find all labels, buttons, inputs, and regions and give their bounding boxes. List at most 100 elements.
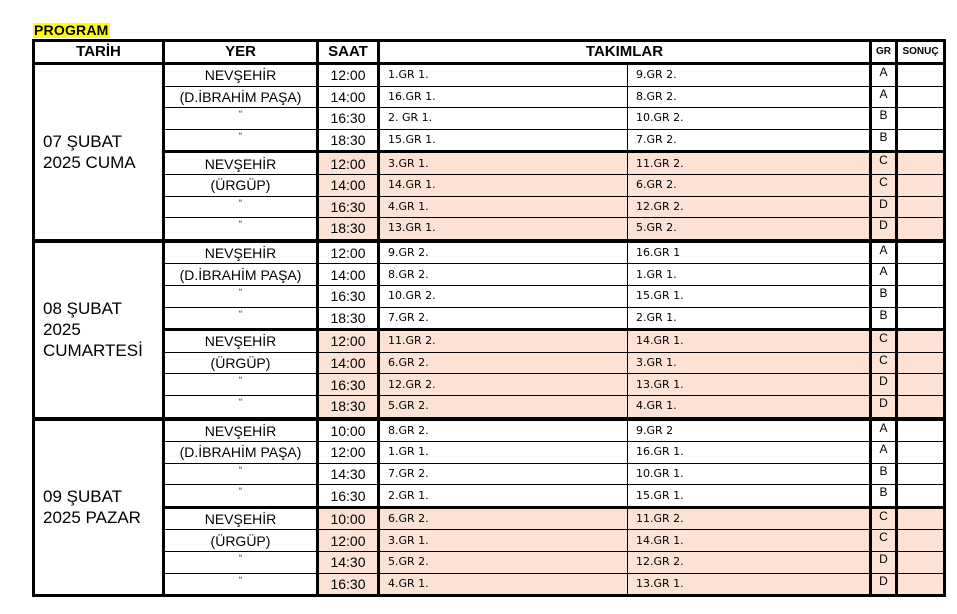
result-cell[interactable] (895, 572, 945, 597)
away-team: 9.GR 2 (627, 416, 871, 443)
result-cell[interactable] (895, 284, 945, 308)
home-team: 4.GR 1. (377, 572, 628, 597)
group-cell: B (869, 306, 897, 331)
away-team: 10.GR 1. (627, 462, 871, 486)
group-cell: C (869, 150, 897, 175)
match-time: 12:00 (316, 238, 379, 265)
match-row: “16:30 4.GR 1. 13.GR 1. D (34, 572, 945, 597)
header-row: TARİH YER SAAT TAKIMLAR GR SONUÇ (32, 40, 945, 65)
result-cell[interactable] (895, 306, 945, 331)
result-cell[interactable] (895, 351, 945, 375)
match-time: 10:00 (316, 416, 379, 443)
home-team: 11.GR 2. (377, 328, 628, 353)
home-team: 5.GR 2. (377, 394, 628, 420)
group-cell: A (869, 263, 897, 286)
result-cell[interactable] (895, 173, 945, 197)
venue-cell: “ (162, 128, 318, 153)
match-date: 08 ŞUBAT 2025 CUMARTESİ (32, 238, 164, 419)
group-cell: A (869, 63, 897, 87)
match-time: 12:00 (316, 63, 379, 87)
venue-cell: “ (162, 217, 318, 242)
venue-cell: NEVŞEHİR (162, 238, 318, 265)
result-cell[interactable] (895, 217, 945, 242)
match-time: 16:30 (316, 107, 379, 130)
match-time: 18:30 (316, 128, 379, 153)
venue-cell: (D.İBRAHİM PAŞA) (162, 263, 318, 286)
venue-cell: “ (162, 462, 318, 486)
venue-cell: “ (162, 306, 318, 331)
schedule-table: TARİH YER SAAT TAKIMLAR GR SONUÇ 07 ŞUBA… (32, 39, 946, 598)
match-time: 14:00 (316, 173, 379, 197)
venue-cell: (ÜRGÜP) (162, 351, 318, 375)
home-team: 8.GR 2. (377, 263, 628, 286)
result-cell[interactable] (895, 551, 945, 574)
match-time: 16:30 (316, 284, 379, 308)
home-team: 3.GR 1. (377, 529, 628, 553)
result-cell[interactable] (895, 505, 945, 531)
away-team: 8.GR 2. (627, 85, 871, 109)
result-cell[interactable] (895, 63, 945, 87)
group-cell: D (869, 373, 897, 396)
venue-cell: NEVŞEHİR (162, 328, 318, 353)
result-cell[interactable] (895, 416, 945, 443)
result-cell[interactable] (895, 85, 945, 109)
program-title: PROGRAM (33, 22, 110, 38)
match-row: “16:30 2. GR 1. 10.GR 2. B (34, 107, 945, 130)
home-team: 9.GR 2. (377, 238, 628, 265)
match-time: 16:30 (316, 373, 379, 396)
match-row: “16:30 12.GR 2. 13.GR 1. D (34, 373, 945, 396)
result-cell[interactable] (895, 373, 945, 396)
away-team: 5.GR 2. (627, 217, 871, 242)
match-time: 12:00 (316, 328, 379, 353)
match-row: (D.İBRAHİM PAŞA) 14:00 8.GR 2. 1.GR 1. A (34, 263, 945, 286)
home-team: 3.GR 1. (377, 150, 628, 175)
result-cell[interactable] (895, 394, 945, 420)
result-cell[interactable] (895, 484, 945, 508)
home-team: 13.GR 1. (377, 217, 628, 242)
away-team: 1.GR 1. (627, 263, 871, 286)
away-team: 6.GR 2. (627, 173, 871, 197)
result-cell[interactable] (895, 263, 945, 286)
home-team: 7.GR 2. (377, 306, 628, 331)
result-cell[interactable] (895, 441, 945, 464)
match-row: (ÜRGÜP) 12:00 3.GR 1. 14.GR 1. C (34, 529, 945, 553)
match-date: 07 ŞUBAT 2025 CUMA (32, 62, 164, 242)
away-team: 2.GR 1. (627, 306, 871, 331)
match-time: 16:30 (316, 195, 379, 219)
match-time: 12:00 (316, 150, 379, 175)
venue-cell: “ (162, 195, 318, 219)
venue-cell: NEVŞEHİR (162, 150, 318, 175)
group-cell: C (869, 505, 897, 531)
venue-cell: (ÜRGÜP) (162, 173, 318, 197)
group-cell: B (869, 462, 897, 486)
away-team: 15.GR 1. (627, 484, 871, 508)
home-team: 10.GR 2. (377, 284, 628, 308)
home-team: 12.GR 2. (377, 373, 628, 396)
header-time: SAAT (316, 40, 379, 65)
result-cell[interactable] (895, 128, 945, 153)
result-cell[interactable] (895, 107, 945, 130)
match-row: NEVŞEHİR 12:00 3.GR 1. 11.GR 2. C (34, 150, 945, 175)
result-cell[interactable] (895, 195, 945, 219)
result-cell[interactable] (895, 238, 945, 265)
home-team: 5.GR 2. (377, 551, 628, 574)
result-cell[interactable] (895, 462, 945, 486)
result-cell[interactable] (895, 328, 945, 353)
away-team: 16.GR 1 (627, 238, 871, 265)
group-cell: B (869, 107, 897, 130)
match-row: (ÜRGÜP) 14:00 14.GR 1. 6.GR 2. C (34, 173, 945, 197)
header-result: SONUÇ (895, 40, 945, 65)
match-time: 18:30 (316, 217, 379, 242)
match-row: “16:30 2.GR 1. 15.GR 1. B (34, 484, 945, 508)
result-cell[interactable] (895, 150, 945, 175)
group-cell: D (869, 551, 897, 574)
match-time: 12:00 (316, 529, 379, 553)
venue-cell: “ (162, 394, 318, 420)
home-team: 2.GR 1. (377, 484, 628, 508)
venue-cell: (ÜRGÜP) (162, 529, 318, 553)
home-team: 7.GR 2. (377, 462, 628, 486)
away-team: 3.GR 1. (627, 351, 871, 375)
group-cell: A (869, 238, 897, 265)
result-cell[interactable] (895, 529, 945, 553)
match-row: (D.İBRAHİM PAŞA) 12:00 1.GR 1. 16.GR 1. A (34, 441, 945, 464)
